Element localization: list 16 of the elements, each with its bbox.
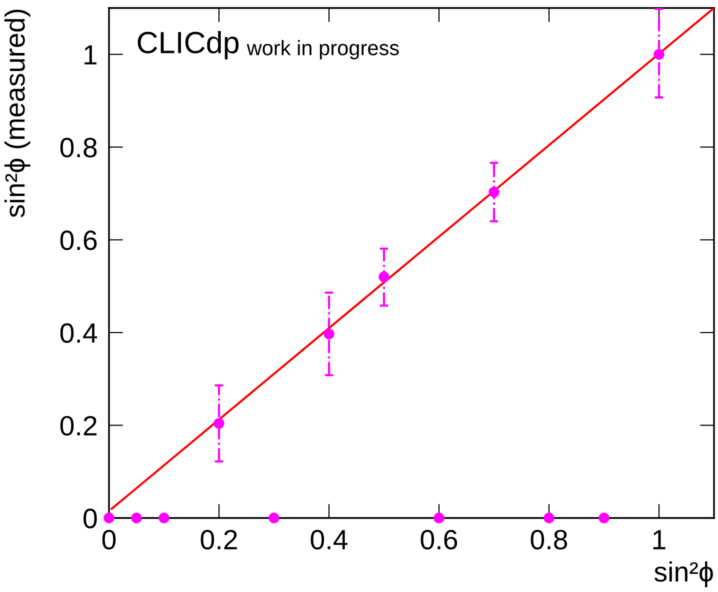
x-tick-label: 0.8 (530, 530, 568, 550)
y-tick-label: 0 (84, 508, 97, 528)
x-tick-label: 0.2 (200, 530, 237, 550)
x-axis-title: sin²ϕ (654, 561, 713, 588)
y-tick-label: 1 (84, 45, 97, 64)
x-tick-label: 0 (102, 530, 116, 550)
y-tick-label: 0.6 (60, 230, 97, 250)
annotation: CLICdp (138, 30, 239, 60)
y-tick-label: 0.2 (60, 416, 96, 436)
x-tick-label: 0.4 (310, 530, 348, 550)
y-tick-label: 0.8 (60, 138, 97, 158)
y-tick-label: 0.4 (60, 323, 98, 343)
x-tick-label: 0.6 (420, 530, 458, 550)
y-axis-title: sin²ϕ (measured) (4, 10, 30, 218)
annotation: work in progress (246, 40, 399, 60)
x-tick-label: 1 (653, 530, 666, 550)
